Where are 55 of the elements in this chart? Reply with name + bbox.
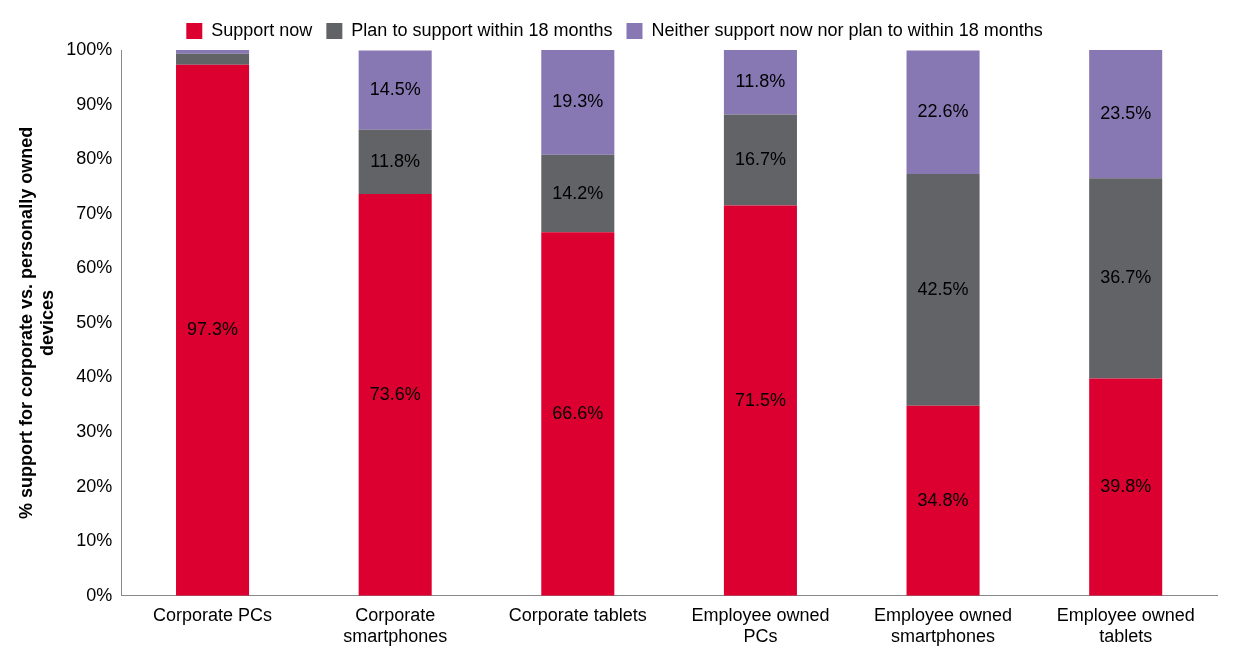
- bar: [541, 50, 615, 155]
- bar: [906, 405, 980, 596]
- bar: [541, 154, 615, 233]
- x-tick-label: Employee owned tablets: [1056, 604, 1195, 647]
- bar: [723, 114, 797, 206]
- data-label: 11.8%: [370, 150, 421, 171]
- x-tick-label: Employee owned smartphones: [874, 604, 1013, 647]
- y-tick-label: 40%: [76, 366, 113, 387]
- data-label: 39.8%: [1100, 476, 1152, 497]
- bar: [358, 50, 432, 130]
- legend-label: Support now: [211, 19, 314, 40]
- x-tick-label: Corporate PCs: [153, 604, 273, 625]
- data-label: 36.7%: [1100, 267, 1152, 288]
- bar: [176, 50, 250, 54]
- y-tick-label: 60%: [76, 257, 113, 278]
- legend-label: Plan to support within 18 months: [351, 19, 613, 40]
- y-tick-label: 80%: [76, 148, 113, 169]
- data-label: 71.5%: [734, 389, 786, 410]
- bar: [723, 50, 797, 115]
- data-label: 73.6%: [369, 383, 421, 404]
- bar: [1089, 378, 1163, 596]
- y-axis-title: % support for corporate vs. personally owned devices: [15, 126, 58, 519]
- data-label: 16.7%: [734, 148, 786, 169]
- bar: [906, 50, 980, 174]
- bar: [176, 53, 250, 65]
- data-label: 34.8%: [917, 489, 969, 510]
- bar: [723, 205, 797, 596]
- data-label: 14.5%: [369, 79, 421, 100]
- data-label: 23.5%: [1100, 103, 1152, 124]
- bar: [358, 194, 432, 596]
- x-tick-label: Employee owned PCs: [691, 604, 830, 647]
- y-tick-label: 20%: [76, 475, 113, 496]
- data-label: 11.8%: [735, 71, 786, 92]
- x-tick-label: Corporate tablets: [508, 604, 647, 625]
- data-label: 19.3%: [552, 91, 604, 112]
- data-label: 66.6%: [552, 403, 604, 424]
- bar: [358, 129, 432, 195]
- y-tick-label: 10%: [76, 530, 113, 551]
- y-tick-label: 50%: [76, 311, 113, 332]
- data-label: 14.2%: [552, 182, 604, 203]
- data-label: 97.3%: [187, 319, 239, 340]
- bar: [176, 64, 250, 596]
- y-tick-label: 90%: [76, 93, 113, 114]
- x-tick-label: Corporate smartphones: [343, 604, 448, 647]
- legend-label: Neither support now nor plan to within 18 months: [651, 19, 1043, 40]
- bar: [906, 173, 980, 406]
- y-tick-label: 0%: [86, 584, 113, 605]
- bar: [1089, 50, 1163, 179]
- data-label: 42.5%: [917, 278, 969, 299]
- data-label: 22.6%: [917, 101, 969, 122]
- bar: [541, 232, 615, 596]
- bar: [1089, 178, 1163, 379]
- y-tick-label: 100%: [66, 38, 113, 59]
- y-tick-label: 70%: [76, 202, 113, 223]
- y-tick-label: 30%: [76, 421, 113, 442]
